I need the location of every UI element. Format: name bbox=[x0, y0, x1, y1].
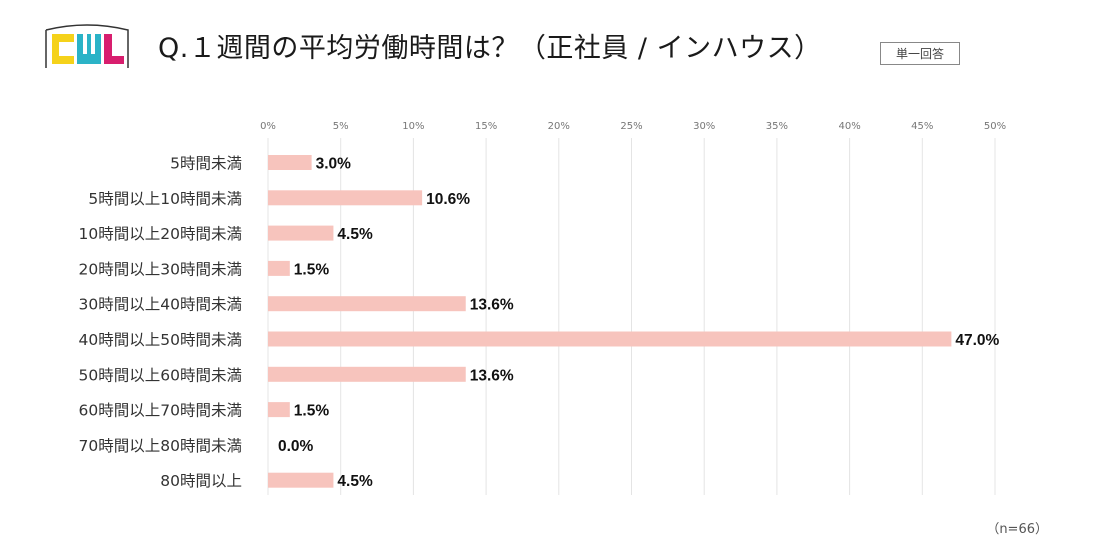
x-tick-label: 50% bbox=[984, 121, 1006, 132]
cwl-logo bbox=[45, 24, 129, 68]
page-title: Q.１週間の平均労働時間は？（正社員 / インハウス） bbox=[158, 33, 822, 64]
data-label: 47.0% bbox=[955, 332, 999, 349]
category-label: 5時間以上10時間未満 bbox=[88, 190, 242, 208]
x-tick-label: 45% bbox=[911, 121, 933, 132]
x-tick-label: 10% bbox=[402, 121, 424, 132]
data-label: 4.5% bbox=[337, 226, 373, 243]
data-label: 10.6% bbox=[426, 191, 470, 208]
logo-frame-icon bbox=[45, 24, 129, 68]
data-label: 1.5% bbox=[294, 261, 330, 278]
data-label: 3.0% bbox=[316, 156, 352, 173]
bar bbox=[268, 260, 290, 276]
category-label: 10時間以上20時間未満 bbox=[79, 225, 242, 243]
data-label: 1.5% bbox=[294, 403, 330, 420]
x-tick-label: 5% bbox=[333, 121, 349, 132]
category-label: 60時間以上70時間未満 bbox=[79, 402, 242, 420]
data-label: 13.6% bbox=[470, 297, 514, 314]
x-tick-label: 35% bbox=[766, 121, 788, 132]
bar bbox=[268, 225, 334, 241]
bar bbox=[268, 155, 312, 170]
x-tick-label: 20% bbox=[548, 121, 570, 132]
category-label: 5時間未満 bbox=[170, 155, 242, 173]
category-label: 30時間以上40時間未満 bbox=[79, 296, 242, 314]
bar bbox=[268, 472, 334, 488]
category-label: 50時間以上60時間未満 bbox=[79, 366, 242, 384]
logo-l-block bbox=[104, 34, 112, 64]
bar bbox=[268, 402, 290, 418]
category-label: 70時間以上80時間未満 bbox=[79, 437, 242, 455]
x-tick-label: 15% bbox=[475, 121, 497, 132]
data-label: 0.0% bbox=[278, 438, 314, 455]
answer-type-badge: 単一回答 bbox=[880, 42, 960, 65]
category-label: 80時間以上 bbox=[160, 472, 242, 490]
category-label: 40時間以上50時間未満 bbox=[79, 331, 242, 349]
x-tick-label: 30% bbox=[693, 121, 715, 132]
data-label: 13.6% bbox=[470, 367, 514, 384]
sample-size-note: （n=66） bbox=[986, 522, 1048, 537]
logo-w-block bbox=[77, 34, 101, 64]
category-label: 20時間以上30時間未満 bbox=[79, 260, 242, 278]
bar bbox=[268, 296, 466, 312]
bar bbox=[268, 366, 466, 382]
bar bbox=[268, 190, 423, 206]
x-tick-label: 25% bbox=[620, 121, 642, 132]
x-tick-label: 40% bbox=[838, 121, 860, 132]
bar bbox=[268, 331, 952, 347]
data-label: 4.5% bbox=[337, 473, 373, 490]
x-tick-label: 0% bbox=[260, 121, 276, 132]
